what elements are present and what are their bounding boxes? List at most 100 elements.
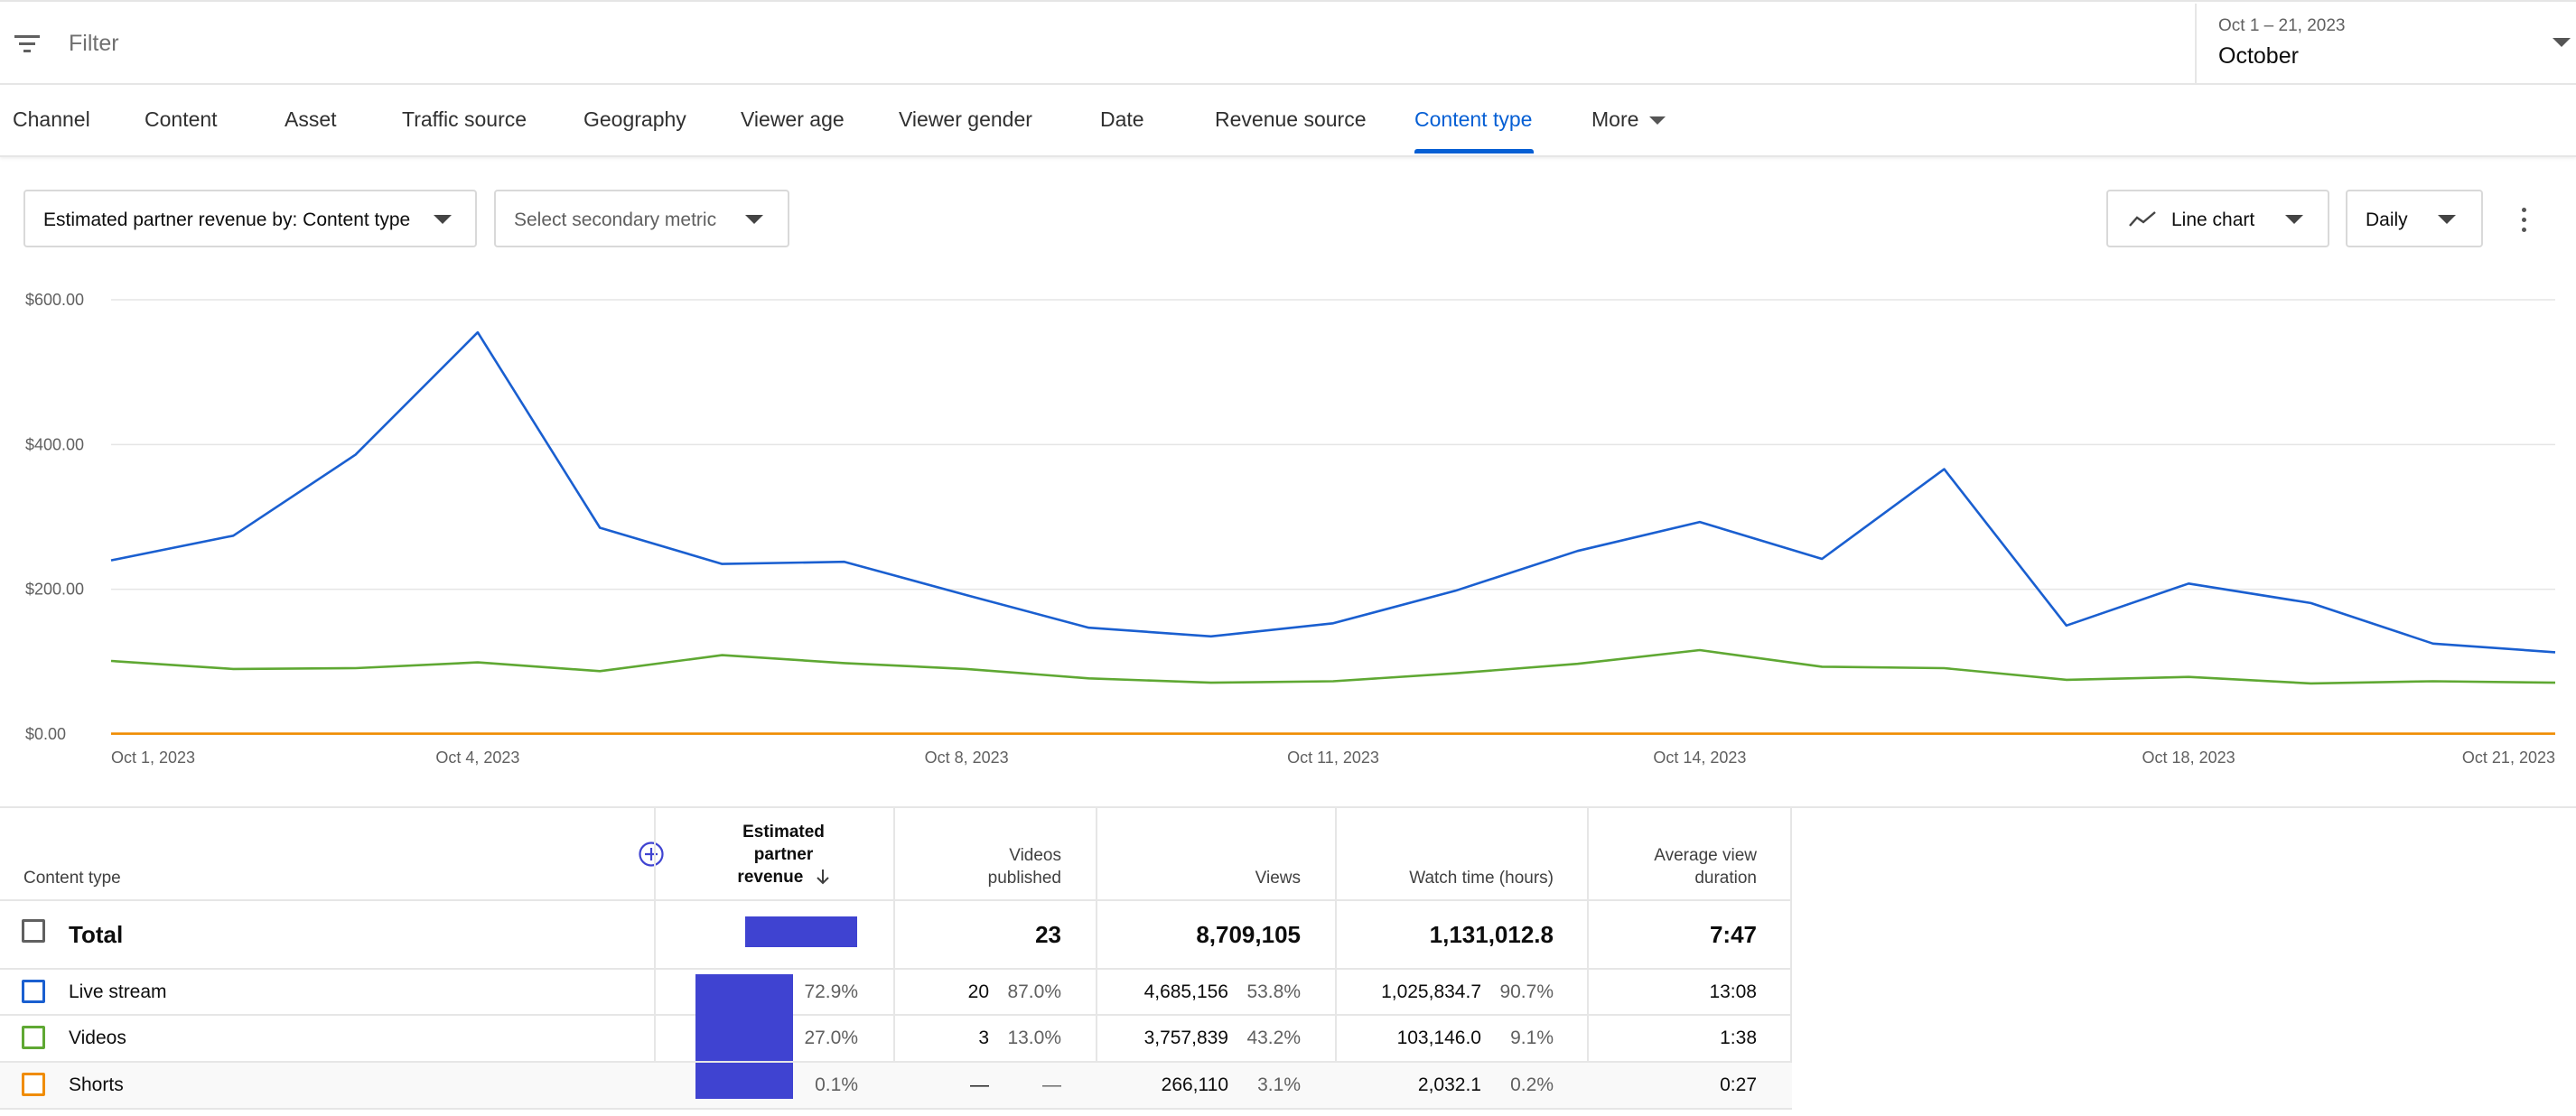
row-label: Live stream bbox=[69, 981, 167, 1002]
chevron-down-icon bbox=[745, 215, 763, 224]
add-column-icon[interactable] bbox=[638, 841, 665, 868]
header-content-type[interactable]: Content type bbox=[23, 869, 121, 888]
date-range-text: Oct 1 – 21, 2023 bbox=[2218, 16, 2346, 35]
header-revenue-line1: Estimated bbox=[742, 823, 825, 842]
chevron-down-icon bbox=[2553, 38, 2571, 47]
total-videos: 23 bbox=[1035, 921, 1061, 948]
views-pct: 3.1% bbox=[1257, 1074, 1301, 1095]
views-pct: 43.2% bbox=[1246, 1028, 1301, 1048]
total-watch-time: 1,131,012.8 bbox=[1429, 921, 1554, 948]
header-watch-time[interactable]: Watch time (hours) bbox=[1409, 869, 1554, 888]
tab-asset[interactable]: Asset bbox=[285, 107, 337, 131]
tab-more-label: More bbox=[1591, 107, 1639, 131]
watch-time-pct: 9.1% bbox=[1510, 1028, 1554, 1048]
header-videos-line1: Videos bbox=[1009, 846, 1061, 865]
col-divider bbox=[1335, 806, 1337, 1110]
watch-time: 103,146.0 bbox=[1396, 1028, 1481, 1048]
average-view-duration: 1:38 bbox=[1720, 1028, 1757, 1048]
total-checkbox[interactable] bbox=[22, 919, 45, 943]
revenue-share-bar bbox=[695, 1063, 793, 1099]
table-row: Shorts 0.1% — — 266,110 3.1% 2,032.1 0.2… bbox=[0, 1063, 1792, 1108]
tab-more[interactable]: More bbox=[1591, 107, 1666, 132]
tab-content-type[interactable]: Content type bbox=[1414, 107, 1533, 131]
header-average-view-duration[interactable]: Average view duration bbox=[1617, 844, 1757, 889]
filter-list-icon[interactable] bbox=[13, 33, 42, 56]
x-axis-tick-label: Oct 14, 2023 bbox=[1653, 749, 1746, 767]
filter-input[interactable]: Filter bbox=[69, 31, 119, 56]
col-divider bbox=[654, 806, 656, 1110]
revenue-pct: 72.9% bbox=[804, 981, 858, 1002]
views: 266,110 bbox=[1161, 1074, 1228, 1095]
average-view-duration: 13:08 bbox=[1709, 981, 1757, 1002]
tab-viewer-age[interactable]: Viewer age bbox=[741, 107, 845, 131]
active-tab-indicator bbox=[1414, 149, 1534, 153]
filter-bar: Filter bbox=[0, 4, 2576, 85]
top-border bbox=[0, 0, 2576, 5]
more-options-icon[interactable] bbox=[2511, 204, 2536, 237]
table-row: Videos 27.0% 3 13.0% 3,757,839 43.2% 103… bbox=[0, 1016, 1792, 1061]
header-avd-line1: Average view bbox=[1654, 846, 1757, 865]
tab-channel[interactable]: Channel bbox=[13, 107, 90, 131]
header-estimated-revenue[interactable]: Estimated partner revenue bbox=[723, 821, 845, 888]
y-axis-tick-label: $0.00 bbox=[25, 725, 66, 743]
x-axis-tick-label: Oct 11, 2023 bbox=[1287, 749, 1379, 767]
primary-metric-select[interactable]: Estimated partner revenue by: Content ty… bbox=[23, 190, 477, 247]
x-axis-tick-label: Oct 8, 2023 bbox=[925, 749, 1009, 767]
row-label: Videos bbox=[69, 1028, 126, 1048]
sort-descending-icon bbox=[816, 870, 829, 885]
revenue-pct: 0.1% bbox=[815, 1074, 858, 1095]
tab-geography[interactable]: Geography bbox=[583, 107, 686, 131]
watch-time-pct: 0.2% bbox=[1510, 1074, 1554, 1095]
videos-published: 3 bbox=[978, 1028, 989, 1048]
revenue-pct: 27.0% bbox=[804, 1028, 858, 1048]
views-pct: 53.8% bbox=[1246, 981, 1301, 1002]
col-divider bbox=[1790, 806, 1792, 1110]
live-stream-checkbox[interactable] bbox=[22, 980, 45, 1003]
revenue-share-bar bbox=[695, 1016, 793, 1061]
col-divider bbox=[1587, 806, 1589, 1110]
tab-date[interactable]: Date bbox=[1100, 107, 1144, 131]
chevron-down-icon bbox=[1649, 116, 1666, 126]
tab-content[interactable]: Content bbox=[145, 107, 218, 131]
row-divider bbox=[0, 1014, 1792, 1016]
x-axis-tick-label: Oct 21, 2023 bbox=[2462, 749, 2555, 767]
header-videos-line2: published bbox=[987, 869, 1061, 888]
row-label: Shorts bbox=[69, 1074, 124, 1095]
x-axis-tick-label: Oct 4, 2023 bbox=[435, 749, 519, 767]
chevron-down-icon bbox=[2285, 215, 2303, 224]
table-row: Live stream 72.9% 20 87.0% 4,685,156 53.… bbox=[0, 970, 1792, 1016]
chevron-down-icon bbox=[2438, 215, 2456, 224]
chevron-down-icon bbox=[434, 215, 452, 224]
header-views[interactable]: Views bbox=[1255, 869, 1301, 888]
tab-traffic-source[interactable]: Traffic source bbox=[402, 107, 527, 131]
videos-pct: 87.0% bbox=[1007, 981, 1061, 1002]
tab-viewer-gender[interactable]: Viewer gender bbox=[899, 107, 1032, 131]
row-divider bbox=[0, 899, 1792, 901]
row-divider bbox=[0, 1108, 1792, 1110]
total-label: Total bbox=[69, 921, 124, 948]
chart-type-select[interactable]: Line chart bbox=[2106, 190, 2329, 247]
watch-time-pct: 90.7% bbox=[1499, 981, 1554, 1002]
secondary-metric-select[interactable]: Select secondary metric bbox=[494, 190, 789, 247]
secondary-metric-label: Select secondary metric bbox=[514, 209, 717, 230]
videos-published: 20 bbox=[967, 981, 989, 1002]
y-axis-tick-label: $400.00 bbox=[25, 435, 84, 453]
videos-published: — bbox=[970, 1074, 989, 1095]
videos-pct: — bbox=[1042, 1074, 1061, 1095]
shorts-checkbox[interactable] bbox=[22, 1073, 45, 1096]
tab-revenue-source[interactable]: Revenue source bbox=[1215, 107, 1367, 131]
interval-select[interactable]: Daily bbox=[2346, 190, 2483, 247]
date-range-picker[interactable]: Oct 1 – 21, 2023 October bbox=[2195, 4, 2576, 83]
y-axis-tick-label: $600.00 bbox=[25, 291, 84, 309]
table-header: Content type Estimated partner revenue V… bbox=[0, 806, 1792, 900]
live-stream-series-line bbox=[110, 330, 2556, 654]
table-row-total: Total 23 8,709,105 1,131,012.8 7:47 bbox=[0, 901, 1792, 968]
primary-metric-label: Estimated partner revenue by: Content ty… bbox=[43, 209, 411, 230]
videos-checkbox[interactable] bbox=[22, 1026, 45, 1049]
videos-series-line bbox=[110, 648, 2556, 685]
header-videos-published[interactable]: Videos published bbox=[957, 844, 1061, 889]
row-divider bbox=[0, 968, 1792, 970]
row-divider bbox=[0, 1061, 1792, 1063]
views: 4,685,156 bbox=[1143, 981, 1228, 1002]
dimension-tabs: Channel Content Asset Traffic source Geo… bbox=[0, 83, 2576, 157]
